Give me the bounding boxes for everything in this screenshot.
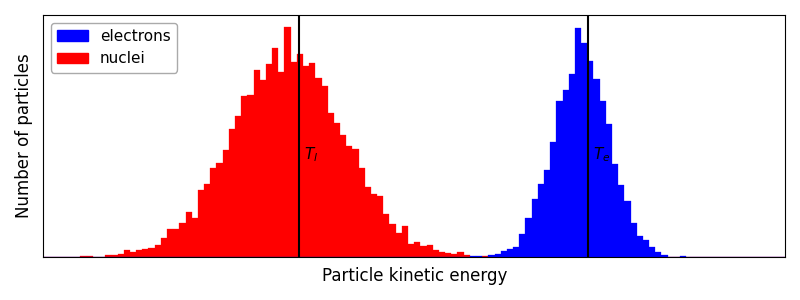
Bar — [106, 255, 111, 256]
Bar — [340, 135, 346, 256]
Text: $T_l$: $T_l$ — [304, 146, 318, 164]
Bar — [353, 148, 358, 256]
Bar — [426, 245, 433, 256]
Bar — [408, 244, 414, 256]
Bar — [124, 250, 130, 256]
Bar — [594, 79, 600, 256]
Bar — [186, 212, 192, 256]
Text: $T_e$: $T_e$ — [593, 146, 610, 164]
Bar — [154, 245, 161, 256]
Bar — [266, 64, 272, 256]
Bar — [587, 61, 594, 256]
Bar — [501, 251, 507, 256]
Bar — [149, 248, 154, 256]
Bar — [562, 90, 569, 256]
Bar — [309, 63, 315, 256]
Bar — [303, 66, 309, 256]
Bar — [198, 190, 204, 256]
Bar — [179, 223, 186, 256]
Bar — [290, 61, 297, 256]
Bar — [217, 163, 222, 256]
Bar — [532, 199, 538, 256]
Bar — [550, 142, 556, 256]
Bar — [161, 238, 167, 256]
Bar — [569, 74, 575, 256]
Bar — [192, 218, 198, 256]
Bar — [458, 252, 464, 256]
Bar — [130, 252, 136, 256]
Bar — [414, 242, 420, 256]
Bar — [655, 252, 662, 256]
Bar — [544, 169, 550, 256]
Bar — [365, 187, 371, 256]
Bar — [624, 201, 630, 256]
Bar — [383, 214, 390, 256]
Y-axis label: Number of particles: Number of particles — [15, 53, 33, 218]
Bar — [513, 247, 519, 256]
Bar — [662, 255, 667, 256]
Bar — [210, 168, 217, 256]
Bar — [649, 247, 655, 256]
Bar — [142, 249, 149, 256]
Bar — [600, 101, 606, 256]
Bar — [630, 223, 637, 256]
Bar — [396, 232, 402, 256]
Bar — [402, 226, 408, 256]
Bar — [575, 28, 581, 256]
Bar — [358, 168, 365, 256]
Bar — [136, 250, 142, 256]
Bar — [229, 129, 235, 256]
Bar — [556, 101, 562, 256]
Bar — [111, 255, 118, 256]
X-axis label: Particle kinetic energy: Particle kinetic energy — [322, 267, 507, 285]
Bar — [488, 255, 494, 256]
Bar — [118, 254, 124, 256]
Bar — [433, 250, 439, 256]
Bar — [420, 246, 426, 256]
Bar — [501, 255, 507, 256]
Bar — [254, 70, 260, 256]
Bar — [390, 224, 396, 256]
Bar — [285, 26, 290, 256]
Bar — [315, 78, 322, 256]
Bar — [247, 95, 254, 256]
Bar — [451, 254, 458, 256]
Bar — [278, 72, 285, 256]
Bar — [494, 254, 501, 256]
Bar — [606, 124, 612, 256]
Bar — [272, 47, 278, 256]
Bar — [260, 80, 266, 256]
Bar — [464, 255, 470, 256]
Bar — [346, 146, 353, 256]
Bar — [581, 43, 587, 256]
Bar — [235, 116, 241, 256]
Bar — [167, 229, 173, 256]
Bar — [439, 253, 445, 256]
Bar — [334, 123, 340, 256]
Bar — [612, 164, 618, 256]
Bar — [297, 54, 303, 256]
Bar — [526, 218, 532, 256]
Bar — [507, 249, 513, 256]
Bar — [222, 150, 229, 256]
Bar — [173, 229, 179, 256]
Bar — [377, 196, 383, 256]
Bar — [328, 113, 334, 256]
Bar — [204, 184, 210, 256]
Bar — [618, 185, 624, 256]
Bar — [322, 86, 328, 256]
Bar — [241, 96, 247, 256]
Bar — [643, 240, 649, 256]
Legend: electrons, nuclei: electrons, nuclei — [51, 22, 177, 73]
Bar — [519, 234, 526, 256]
Bar — [637, 236, 643, 256]
Bar — [538, 184, 544, 256]
Bar — [445, 253, 451, 256]
Bar — [371, 194, 377, 256]
